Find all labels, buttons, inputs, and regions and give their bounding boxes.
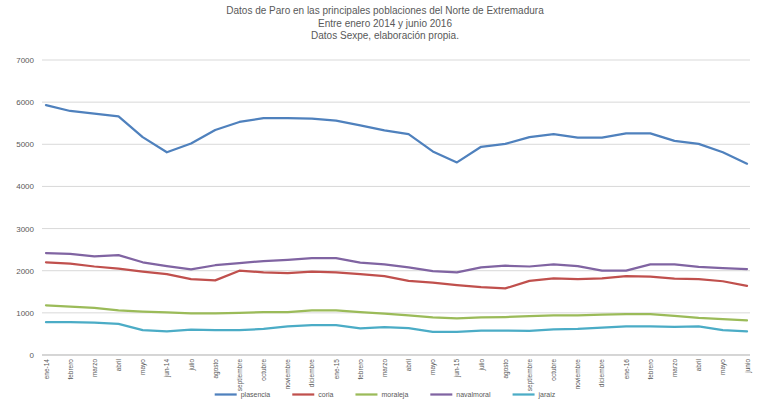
legend-label: coria	[318, 391, 333, 398]
y-tick-label: 2000	[16, 267, 34, 276]
grid-line	[42, 186, 750, 187]
legend: plasencia coria moraleja navalmoral jaraiz	[215, 391, 556, 399]
x-tick-label: febrero	[357, 359, 364, 380]
x-tick-label: marzo	[381, 359, 388, 377]
y-tick-label: 7000	[16, 56, 34, 65]
legend-swatch	[513, 393, 535, 395]
grid-line	[42, 102, 750, 103]
y-tick-label: 6000	[16, 98, 34, 107]
legend-swatch	[355, 393, 377, 395]
legend-label: jaraiz	[538, 391, 556, 399]
x-tick-label: julio	[478, 359, 486, 372]
background	[0, 0, 770, 403]
y-tick-label: 0	[30, 351, 35, 360]
x-tick-label: febrero	[647, 359, 654, 380]
grid-line	[42, 355, 750, 356]
x-tick-label: abril	[115, 358, 122, 371]
series-line	[46, 253, 747, 272]
x-tick-label: septiembre	[526, 359, 534, 392]
x-tick-label: octubre	[260, 359, 267, 381]
series-line	[46, 322, 747, 332]
subtitle: Entre enero 2014 y junio 2016	[318, 18, 452, 29]
x-tick-label: abril	[405, 358, 412, 371]
x-tick-label: noviembre	[574, 359, 581, 390]
x-tick-label: ene-16	[623, 359, 630, 380]
x-tick-label: ene-14	[43, 359, 50, 380]
x-tick-label: diciembre	[598, 359, 605, 388]
x-tick-label: ene-15	[333, 359, 340, 380]
x-tick-label: agosto	[502, 359, 510, 379]
x-tick-label: marzo	[671, 359, 678, 377]
series-line	[46, 105, 747, 164]
x-tick-label: jun-14	[163, 359, 171, 378]
x-tick-label: jun-15	[453, 359, 461, 378]
chart: Datos de Paro en las principales poblaci…	[0, 0, 770, 403]
x-tick-label: julio	[188, 359, 196, 372]
legend-swatch	[215, 393, 237, 395]
x-tick-label: noviembre	[284, 359, 291, 390]
y-tick-label: 1000	[16, 309, 34, 318]
legend-swatch	[292, 393, 314, 395]
x-tick-label: febrero	[67, 359, 74, 380]
y-tick-label: 3000	[16, 225, 34, 234]
legend-label: plasencia	[241, 391, 271, 399]
x-tick-label: abril	[695, 358, 702, 371]
title: Datos de Paro en las principales poblaci…	[226, 5, 544, 16]
series-line	[46, 305, 747, 320]
y-tick-label: 4000	[16, 182, 34, 191]
x-tick-label: octubre	[550, 359, 557, 381]
grid-line	[42, 228, 750, 229]
x-tick-label: junio	[744, 359, 752, 374]
grid-line	[42, 60, 750, 61]
x-axis	[42, 355, 750, 356]
x-tick-label: mayo	[429, 359, 437, 375]
y-tick-label: 5000	[16, 140, 34, 149]
legend-swatch	[430, 393, 452, 395]
legend-label: navalmoral	[456, 391, 491, 398]
x-tick-label: mayo	[139, 359, 147, 375]
x-tick-label: diciembre	[308, 359, 315, 388]
plot-area	[46, 105, 747, 332]
x-tick-label: mayo	[719, 359, 727, 375]
subtitle: Datos Sexpe, elaboración propia.	[311, 30, 459, 41]
x-tick-label: agosto	[212, 359, 220, 379]
grid-line	[42, 144, 750, 145]
legend-label: moraleja	[381, 391, 408, 399]
x-tick-label: marzo	[91, 359, 98, 377]
x-tick-label: septiembre	[236, 359, 244, 392]
